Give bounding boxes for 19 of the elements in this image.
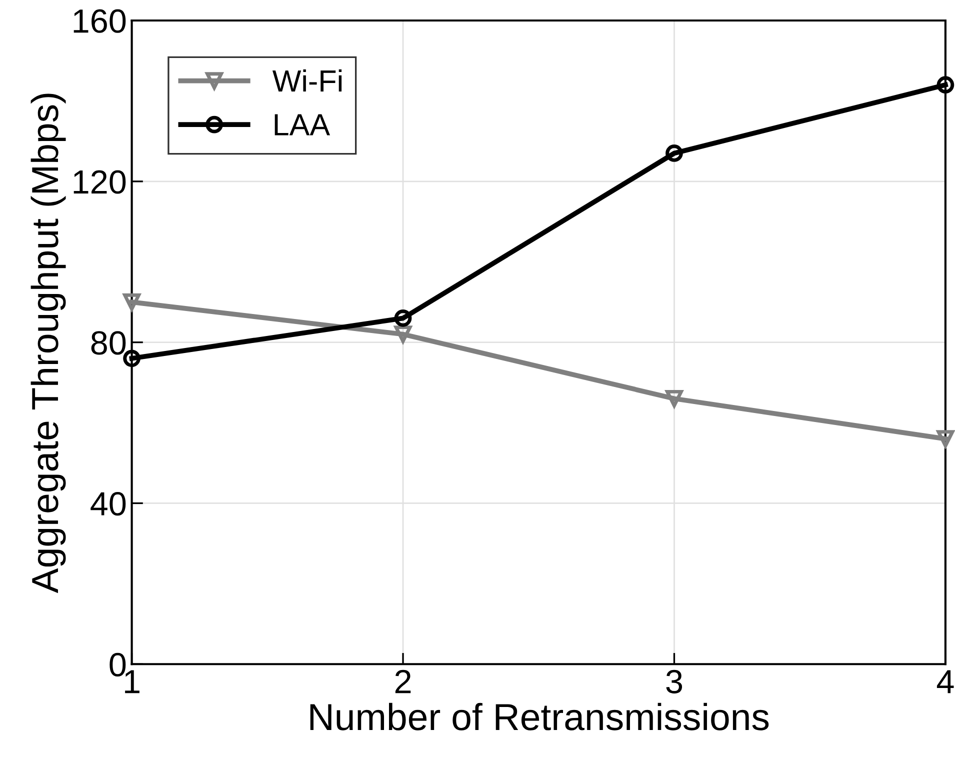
x-tick-label: 3 — [666, 670, 682, 694]
y-tick-label: 80 — [91, 331, 126, 355]
point — [936, 76, 954, 94]
y-tick-label: 40 — [90, 492, 126, 516]
y-tick-label: 160 — [74, 9, 126, 33]
x-tick-label: 2 — [395, 670, 411, 694]
point — [666, 390, 683, 408]
x-tick-label: 1 — [125, 670, 140, 694]
y-tick-label: 120 — [74, 170, 126, 194]
point — [123, 293, 140, 311]
x-axis-title: Number of Retransmissions — [310, 702, 769, 730]
legend-label: Wi-Fi — [272, 69, 342, 92]
y-tick-label: 0 — [110, 652, 126, 677]
x-tick-label: 4 — [936, 670, 954, 694]
point — [394, 309, 412, 327]
point — [936, 430, 954, 448]
legend-label: LAA — [274, 114, 330, 136]
point — [666, 144, 683, 162]
y-axis-title: Aggregate Throughput (Mbps) — [30, 94, 66, 594]
